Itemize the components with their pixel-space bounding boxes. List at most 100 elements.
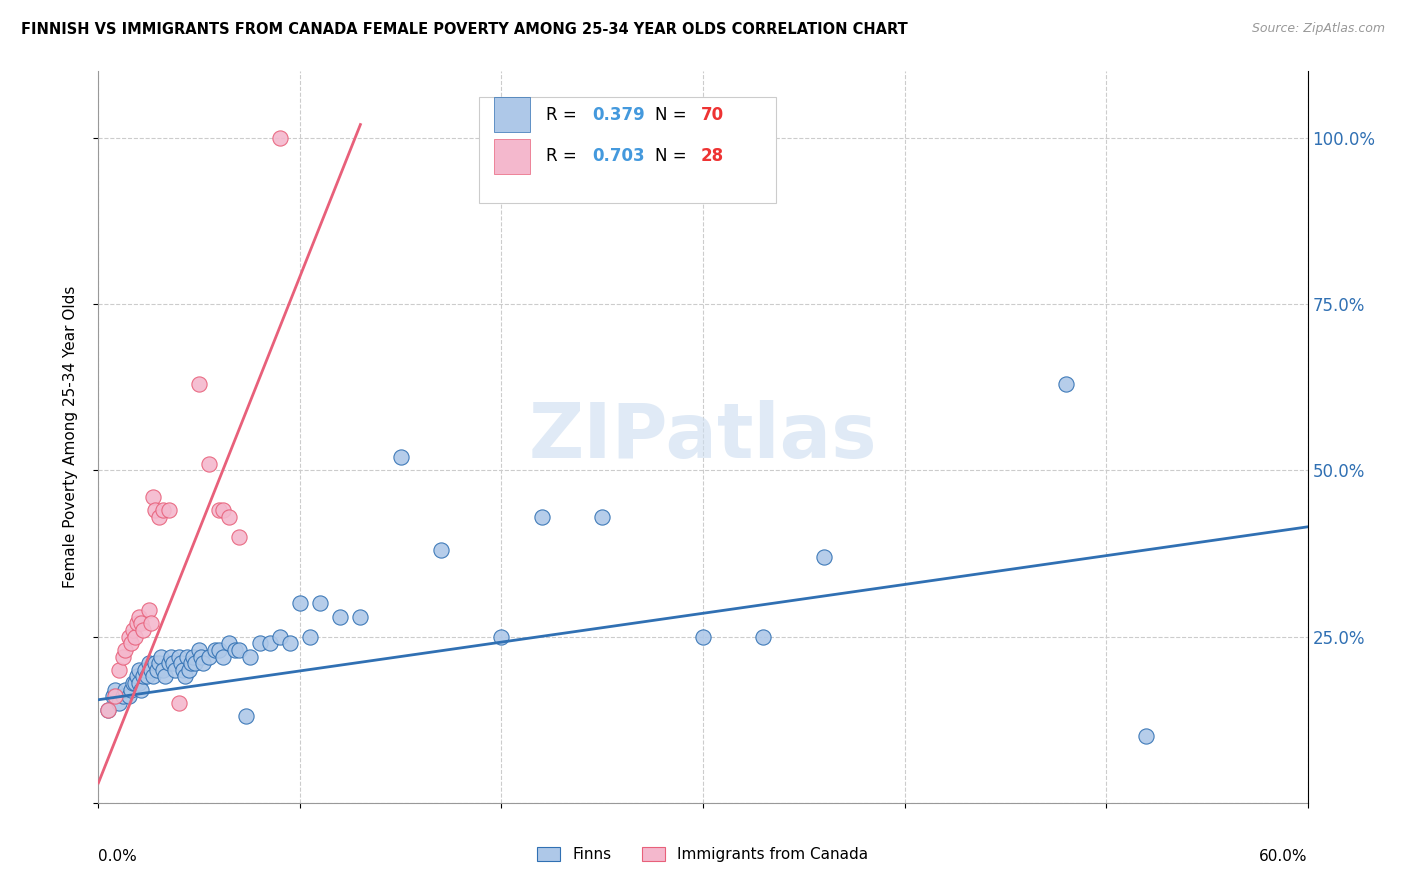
Point [107,696,129,710]
Text: 0.379: 0.379 [592,105,644,123]
Bar [494,138,530,174]
Point [152,663,174,677]
Point [146,663,169,677]
Point [111,649,134,664]
Point [129,616,152,631]
Point [239,649,262,664]
Point [103,690,125,704]
Point [212,649,235,664]
Point [142,490,165,504]
Point [111,690,134,704]
Point [139,663,162,677]
Point [176,649,198,664]
Point [138,603,160,617]
Point [134,663,156,677]
Text: N =: N = [655,105,692,123]
Point [269,630,291,644]
Text: R =: R = [546,105,582,123]
Point [692,630,714,644]
Text: 0.0%: 0.0% [98,849,138,864]
Point [269,131,291,145]
Point [349,609,371,624]
Text: Source: ZipAtlas.com: Source: ZipAtlas.com [1251,22,1385,36]
Point [174,669,197,683]
Point [1135,729,1157,743]
Y-axis label: Female Poverty Among 25-34 Year Olds: Female Poverty Among 25-34 Year Olds [63,286,77,588]
Point [218,509,240,524]
Point [188,376,211,391]
Point [190,649,212,664]
Point [125,616,148,631]
Point [813,549,835,564]
Point [179,663,201,677]
Point [162,656,184,670]
Point [299,630,322,644]
Point [135,669,157,683]
Point [103,682,125,697]
Point [167,649,190,664]
Point [132,623,155,637]
Point [224,643,246,657]
Point [309,596,332,610]
Point [1054,376,1077,391]
Point [142,669,165,683]
Point [148,509,170,524]
Point [329,609,352,624]
Point [591,509,613,524]
Point [152,503,174,517]
Text: N =: N = [655,147,692,165]
Point [148,656,170,670]
Point [198,457,221,471]
Bar [479,97,776,203]
Point [167,696,190,710]
Point [235,709,257,723]
Point [172,663,194,677]
Point [97,703,120,717]
Point [139,616,162,631]
Text: 70: 70 [700,105,724,123]
Point [752,630,775,644]
Point [288,596,311,610]
Point [208,503,231,517]
Point [120,636,142,650]
Text: 0.703: 0.703 [592,147,644,165]
Point [530,509,553,524]
Point [180,656,202,670]
Text: 28: 28 [700,147,724,165]
Point [118,690,141,704]
Point [430,543,453,558]
Point [101,690,124,704]
Point [157,656,180,670]
Bar [494,97,530,132]
Point [188,643,211,657]
Point [181,649,204,664]
Point [228,643,250,657]
Point [121,676,143,690]
Point [163,663,186,677]
Point [120,682,142,697]
Point [125,669,148,683]
Point [143,503,166,517]
Text: FINNISH VS IMMIGRANTS FROM CANADA FEMALE POVERTY AMONG 25-34 YEAR OLDS CORRELATI: FINNISH VS IMMIGRANTS FROM CANADA FEMALE… [21,22,908,37]
Text: ZIPatlas: ZIPatlas [529,401,877,474]
Point [157,503,180,517]
Point [278,636,301,650]
Point [218,636,240,650]
Point [389,450,412,464]
Point [208,643,231,657]
Point [212,503,235,517]
Point [143,656,166,670]
Point [114,682,136,697]
Point [198,649,221,664]
Point [170,656,193,670]
Point [228,530,250,544]
Point [128,676,150,690]
Legend: Finns, Immigrants from Canada: Finns, Immigrants from Canada [531,841,875,868]
Point [129,682,152,697]
Point [193,656,215,670]
Point [149,649,172,664]
Point [259,636,281,650]
Point [121,623,143,637]
Point [132,669,155,683]
Point [124,630,146,644]
